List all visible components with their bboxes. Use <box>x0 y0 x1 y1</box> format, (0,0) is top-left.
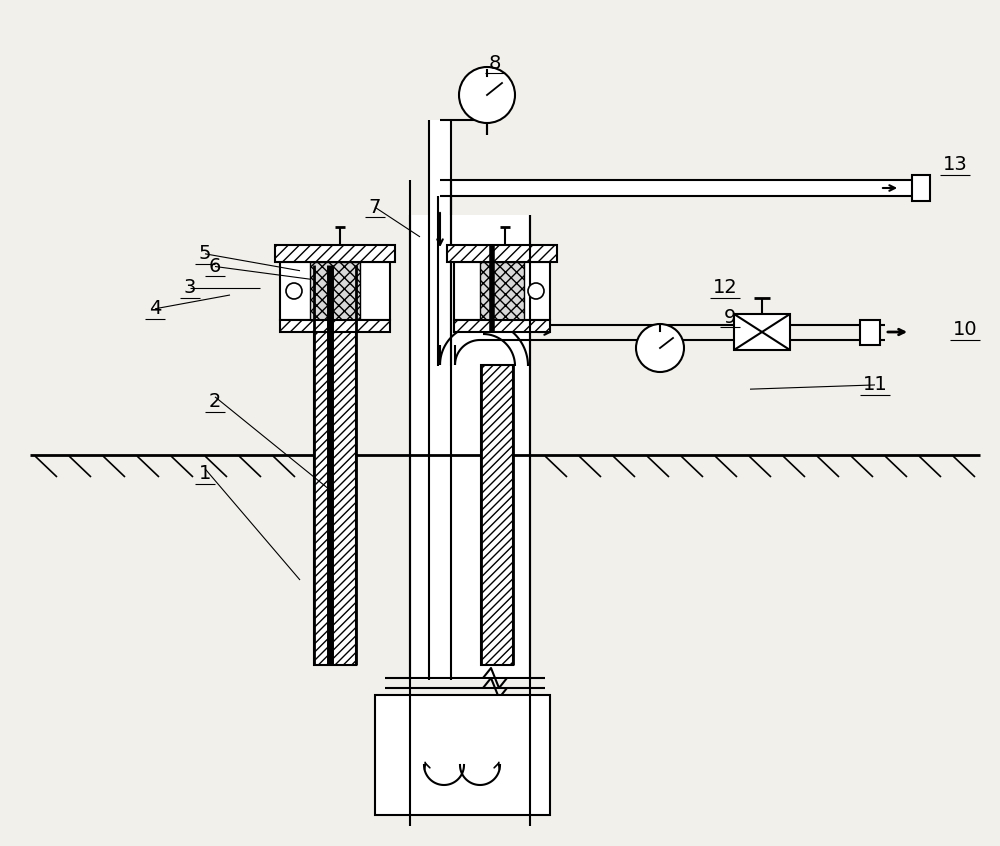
Text: 2: 2 <box>209 393 221 411</box>
Bar <box>860 320 880 345</box>
Circle shape <box>528 283 544 299</box>
Bar <box>375 695 550 815</box>
Bar <box>0 455 1000 485</box>
Text: 10: 10 <box>953 321 977 339</box>
Text: 8: 8 <box>489 54 501 73</box>
Bar <box>454 320 550 332</box>
Bar <box>912 175 930 201</box>
Circle shape <box>459 67 515 123</box>
Circle shape <box>286 283 302 299</box>
Text: 3: 3 <box>184 278 196 297</box>
Bar <box>429 120 451 680</box>
Bar <box>411 215 529 680</box>
Bar <box>480 262 524 320</box>
Bar <box>734 314 790 350</box>
Text: 7: 7 <box>369 198 381 217</box>
Text: 11: 11 <box>863 376 887 394</box>
Text: 5: 5 <box>199 244 211 263</box>
Bar <box>440 180 930 196</box>
Bar <box>430 196 450 365</box>
Bar <box>314 265 356 665</box>
Bar <box>310 262 360 320</box>
Text: 6: 6 <box>209 257 221 276</box>
Bar <box>430 196 450 215</box>
Text: 12: 12 <box>713 278 737 297</box>
Bar <box>454 262 550 320</box>
Bar <box>280 262 390 320</box>
Bar <box>447 245 557 262</box>
Text: 13: 13 <box>943 156 967 174</box>
Circle shape <box>636 324 684 372</box>
Bar <box>275 245 395 262</box>
Bar <box>481 365 513 665</box>
Text: 9: 9 <box>724 308 736 327</box>
Text: 4: 4 <box>149 299 161 318</box>
Text: 1: 1 <box>199 464 211 483</box>
Bar <box>280 320 390 332</box>
